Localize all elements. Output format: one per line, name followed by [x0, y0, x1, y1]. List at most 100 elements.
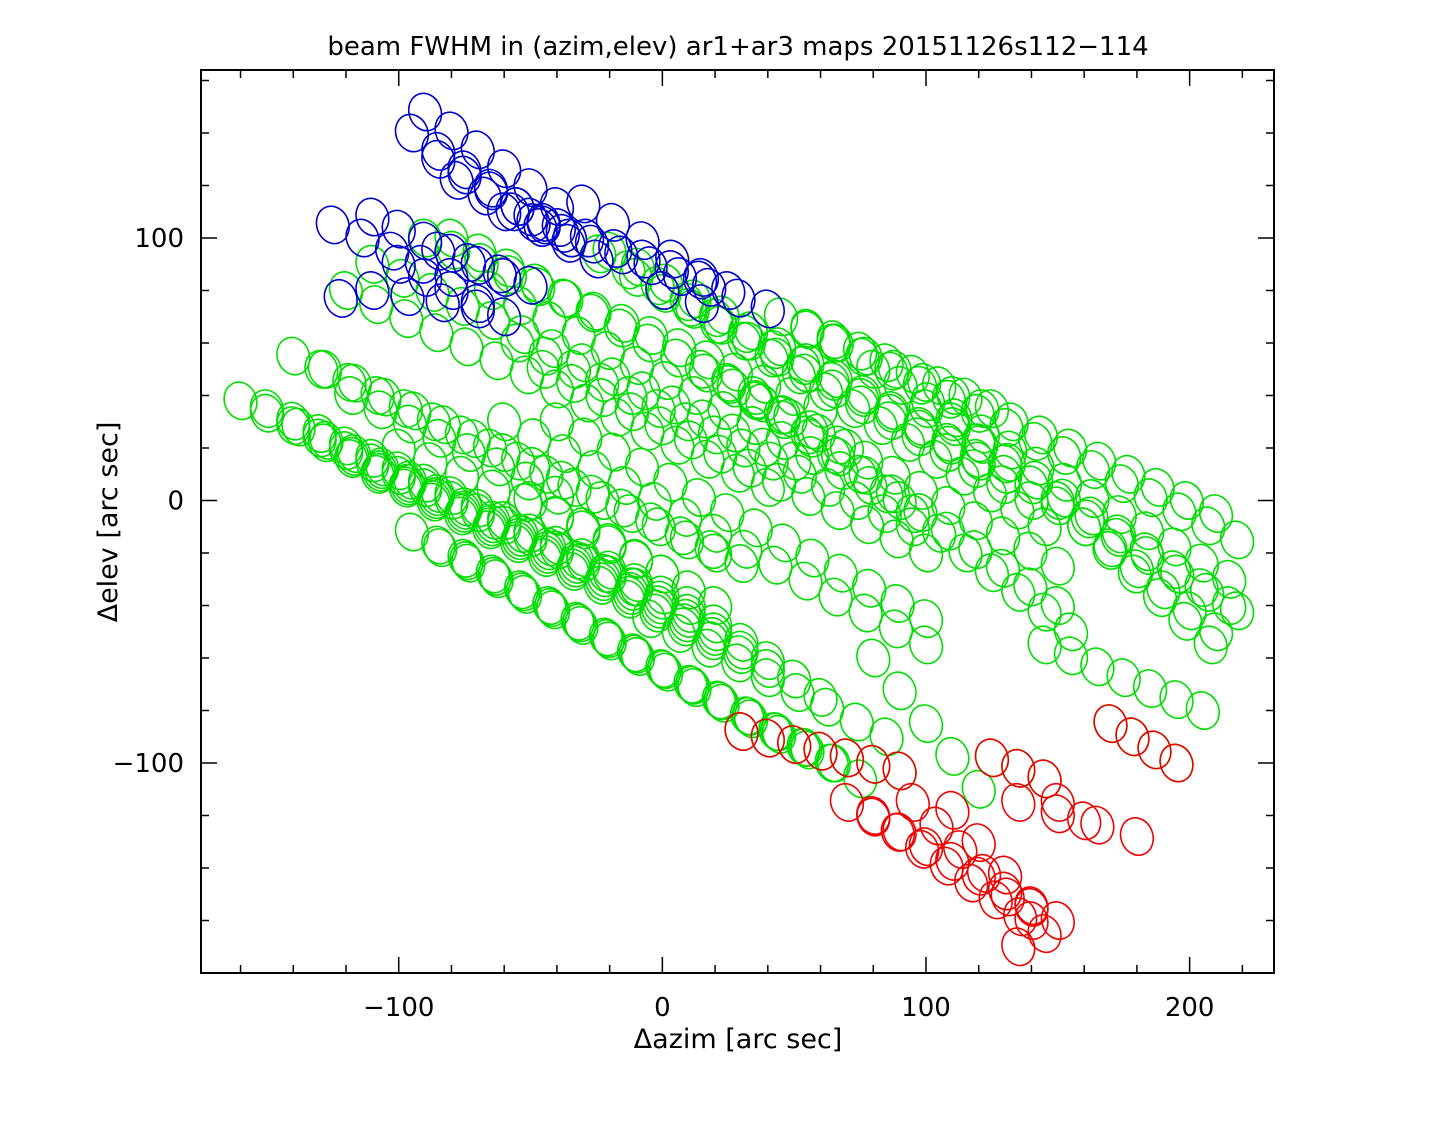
beam-ellipse [945, 456, 980, 496]
beam-ellipse [816, 435, 851, 475]
beam-ellipse [526, 349, 561, 389]
beam-ellipse [810, 467, 846, 507]
beam-ellipse [361, 452, 397, 492]
beam-ellipse [1212, 559, 1247, 599]
beam-ellipse [618, 539, 654, 579]
beam-ellipse [487, 257, 522, 297]
beam-ellipse [754, 441, 789, 481]
beam-ellipse [724, 712, 759, 751]
beam-ellipse [829, 782, 865, 822]
beam-ellipse [869, 474, 904, 514]
beam-ellipse [660, 338, 695, 378]
beam-ellipse [618, 634, 654, 674]
beam-ellipse [901, 417, 936, 457]
beam-ellipse [334, 376, 369, 415]
beam-ellipse [355, 244, 390, 284]
beam-ellipse [669, 402, 704, 442]
beam-ellipse [644, 406, 679, 446]
beam-ellipse [987, 444, 1023, 484]
beam-ellipse [645, 554, 680, 594]
beam-ellipse [481, 447, 516, 487]
beam-ellipse [1014, 887, 1049, 927]
beam-ellipse [972, 473, 1008, 513]
beam-ellipse [462, 233, 497, 273]
beam-ellipse [1168, 601, 1203, 641]
beam-ellipse [249, 389, 285, 429]
beam-ellipse [605, 488, 640, 528]
beam-ellipse [517, 418, 552, 458]
beam-ellipse [516, 446, 551, 486]
beam-ellipse [842, 454, 878, 494]
beam-ellipse [903, 365, 938, 405]
beam-ellipse [474, 504, 510, 544]
beam-ellipse [566, 507, 601, 547]
beam-ellipse [750, 289, 785, 329]
beam-ellipse [780, 673, 815, 712]
beam-ellipse [918, 439, 953, 479]
beam-ellipse [922, 513, 957, 553]
beam-ellipse [758, 545, 793, 585]
beam-ellipse [397, 391, 432, 431]
beam-ellipse [1018, 421, 1053, 461]
beam-ellipse [836, 389, 871, 429]
beam-ellipse [556, 349, 592, 389]
beam-ellipse [672, 287, 707, 327]
beam-ellipse [541, 208, 576, 247]
beam-ellipse [823, 553, 858, 593]
beam-ellipse [839, 481, 874, 520]
beam-ellipse [795, 538, 830, 578]
beam-ellipse [487, 149, 522, 189]
beam-ellipse [1159, 743, 1194, 783]
beam-ellipse [421, 139, 456, 179]
beam-ellipse [710, 493, 745, 533]
beam-ellipse [1137, 730, 1172, 770]
beam-ellipse [1130, 536, 1165, 576]
beam-ellipse [557, 548, 592, 588]
beam-ellipse [618, 257, 654, 297]
beam-ellipse [1140, 467, 1175, 507]
beam-ellipse [750, 658, 785, 698]
beam-ellipse [641, 507, 676, 547]
beam-ellipse [910, 382, 946, 422]
beam-ellipse [447, 155, 482, 195]
beam-ellipse [626, 371, 661, 411]
beam-ellipse [434, 111, 469, 151]
beam-ellipse [1100, 517, 1135, 557]
beam-ellipse [1172, 591, 1207, 631]
beam-ellipse [777, 725, 812, 765]
beam-ellipse [588, 617, 624, 657]
beam-ellipse [613, 376, 648, 415]
x-axis-label: Δazim [arc sec] [634, 1024, 843, 1055]
beam-ellipse [1198, 494, 1234, 534]
beam-ellipse [641, 389, 676, 429]
beam-ellipse [966, 853, 1002, 893]
beam-ellipse [1001, 748, 1036, 788]
beam-ellipse [850, 505, 885, 545]
beam-ellipse [930, 511, 966, 551]
beam-ellipse [935, 790, 970, 830]
beam-ellipse [1020, 446, 1055, 486]
beam-ellipse [1142, 578, 1178, 618]
beam-ellipse [824, 451, 859, 490]
beam-ellipse [790, 310, 825, 350]
beam-ellipse [669, 520, 705, 560]
beam-ellipse [624, 447, 660, 487]
beam-ellipse [415, 272, 450, 312]
beam-ellipse [439, 160, 474, 200]
beam-ellipse [645, 271, 680, 310]
beam-ellipse [883, 365, 918, 405]
beam-ellipse [473, 507, 508, 547]
beam-ellipse [732, 448, 767, 488]
beam-ellipse [1157, 527, 1192, 567]
beam-ellipse [1067, 507, 1102, 547]
beam-ellipse [684, 284, 720, 324]
x-tick-label: 0 [654, 993, 671, 1023]
beam-ellipse [664, 516, 700, 556]
beam-ellipse [592, 525, 627, 565]
beam-ellipse [334, 439, 369, 478]
beam-ellipse [476, 469, 511, 509]
beam-ellipse [681, 478, 717, 517]
beam-ellipse [731, 696, 767, 736]
beam-ellipse [750, 718, 785, 758]
beam-ellipse [919, 806, 954, 846]
